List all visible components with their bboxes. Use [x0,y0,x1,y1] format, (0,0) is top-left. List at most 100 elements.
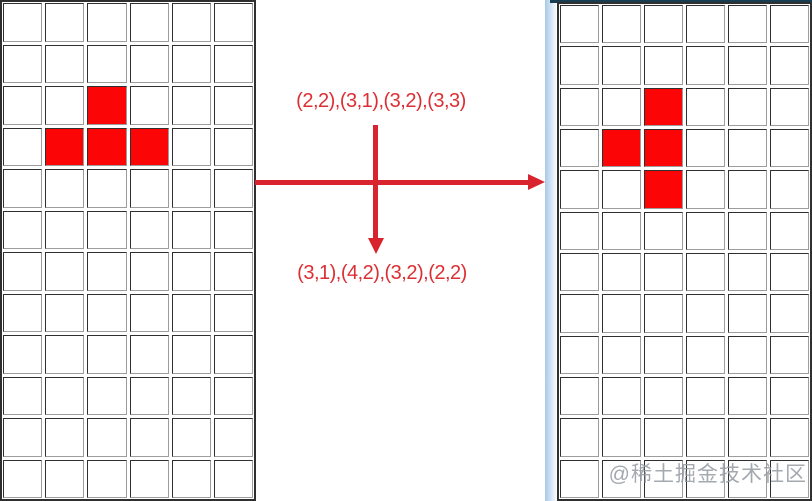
grid-cell [686,252,725,292]
right-panel-top-border [550,0,812,3]
grid-cell [45,44,85,83]
grid-cell [45,335,85,374]
grid-after-rotation [557,2,812,501]
grid-cell [602,46,641,85]
grid-cell [644,294,683,333]
grid-cell [728,252,767,292]
grid-cell [560,170,599,209]
grid-cell [45,210,85,249]
grid-cell [129,3,169,42]
grid-cell [3,127,43,166]
grid-cell [602,418,641,457]
grid-cell [560,335,599,374]
grid-cell [560,252,599,292]
grid-cell [686,170,725,209]
grid-cell [171,376,211,415]
grid-cell [213,44,253,83]
grid-cell [87,335,127,374]
grid-cell [171,252,211,291]
grid-cell-filled [45,127,85,166]
grid-cell [171,335,211,374]
grid-cell [3,376,43,415]
grid-cell [213,293,253,332]
grid-cell [3,335,43,374]
grid-cell [644,376,683,416]
grid-cell [728,459,767,498]
grid-cell-filled [644,170,683,209]
grid-cell [728,87,767,126]
grid-cell [602,5,641,44]
arrow-right-head-icon [528,174,545,190]
grid-cell [770,211,809,250]
grid-cell [45,459,85,498]
grid-cell [602,376,641,416]
grid-cell [129,376,169,415]
grid-cell [45,86,85,125]
arrow-down-icon [373,125,378,239]
grid-cell [602,87,641,126]
grid-cell [129,252,169,291]
grid-cell [213,459,253,498]
grid-cell [171,418,211,457]
grid-cell [644,46,683,85]
grid-cell [213,86,253,125]
grid-cell [602,335,641,374]
grid-cell [728,46,767,85]
grid-cell [45,3,85,42]
grid-cell [602,211,641,250]
grid-cell-filled [644,87,683,126]
grid-cell [213,169,253,208]
grid-cell [770,128,809,168]
grid-cell [3,252,43,291]
grid-cell [129,169,169,208]
grid-cell [770,459,809,498]
grid-cell [45,169,85,208]
grid-cell [3,210,43,249]
grid-cell [770,376,809,416]
coords-label-after: (3,1),(4,2),(3,2),(2,2) [297,262,467,284]
grid-cell [770,5,809,44]
grid-cell [686,5,725,44]
grid-cell [45,418,85,457]
grid-cell [129,418,169,457]
grid-cell [602,294,641,333]
grid-cell [686,418,725,457]
grid-cell [171,44,211,83]
grid-cell [45,293,85,332]
grid-cell-filled [129,127,169,166]
grid-cell [213,335,253,374]
grid-cell [728,211,767,250]
grid-cell [171,127,211,166]
grid-cell [686,294,725,333]
grid-cell [560,459,599,498]
grid-cell [644,252,683,292]
grid-cell [728,128,767,168]
grid-cell [3,293,43,332]
grid-cell [87,210,127,249]
grid-cell [87,293,127,332]
grid-cell [644,459,683,498]
grid-cell [87,252,127,291]
grid-cell [129,459,169,498]
grid-cell [171,169,211,208]
grid-cell [129,210,169,249]
grid-cell [728,170,767,209]
grid-cell [728,335,767,374]
grid-cell [602,252,641,292]
grid-cell [45,252,85,291]
grid-cell [644,335,683,374]
grid-cell [87,459,127,498]
grid-cell [728,5,767,44]
grid-cell [87,44,127,83]
grid-cell-filled [87,86,127,125]
grid-cell [728,418,767,457]
coords-label-before: (2,2),(3,1),(3,2),(3,3) [296,90,466,112]
grid-cell [560,211,599,250]
grid-cell [87,3,127,42]
grid-cell [560,5,599,44]
right-panel-edge [545,0,558,501]
grid-cell [560,294,599,333]
grid-cell [770,418,809,457]
grid-cell [560,376,599,416]
